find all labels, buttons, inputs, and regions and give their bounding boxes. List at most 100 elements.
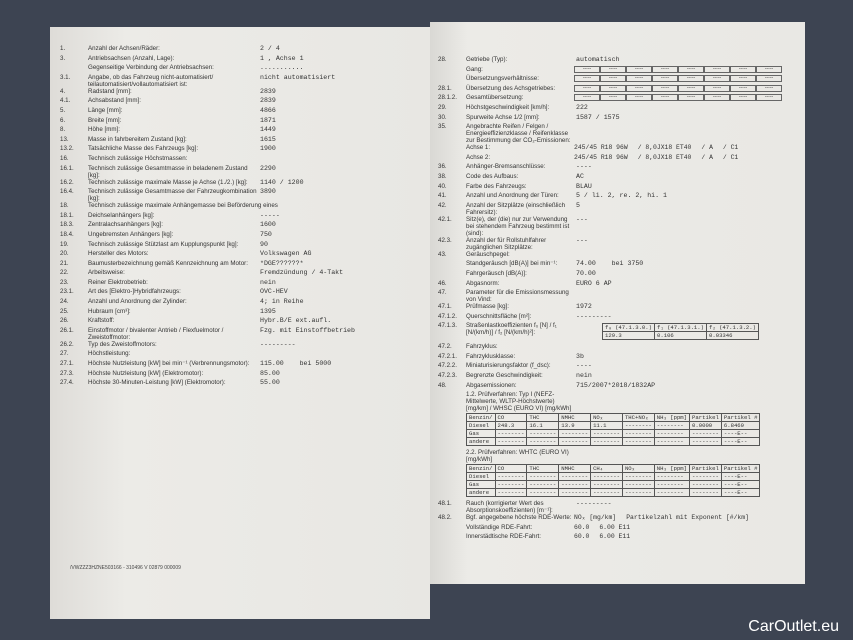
field-number: 20. bbox=[60, 250, 69, 258]
field-row: 3.1. Angabe, ob das Fahrzeug nicht-automa… bbox=[60, 74, 420, 88]
field-number: 48.2. bbox=[438, 514, 452, 522]
cell: -------- bbox=[590, 429, 623, 439]
field-label: Baumusterbezeichnung gemäß Kennzeichnung… bbox=[88, 259, 248, 267]
cell: 0.03346 bbox=[706, 331, 759, 341]
field-number: 26.2. bbox=[60, 340, 74, 348]
header-cell: f₁ (47.1.3.1.) bbox=[654, 323, 707, 333]
field-label: Achse 2: bbox=[466, 153, 491, 161]
field-label: Spurweite Achse 1/2 [mm]: bbox=[466, 113, 540, 121]
field-label: Geräuschpegel: bbox=[466, 250, 510, 258]
field-label: Rauch (korrigierter Wert des Absorptions… bbox=[466, 500, 553, 515]
field-number: 22. bbox=[60, 269, 69, 277]
cell: -------- bbox=[653, 421, 691, 431]
field-value: 3890 bbox=[260, 188, 276, 196]
cell: ----E-- bbox=[720, 437, 761, 447]
table-row: Diesel -------- -------- -------- -------- --… bbox=[466, 472, 761, 482]
field-row: 23.1. Art des [Elektro-]Hybridfahrzeugs: O… bbox=[60, 288, 420, 298]
header-cell: Partikel # bbox=[720, 413, 761, 423]
field-row: 25. Hubraum [cm³]: 1395 bbox=[60, 308, 420, 318]
cell: -------- bbox=[494, 472, 528, 482]
header-cell: CH₄ bbox=[590, 464, 623, 474]
field-row: 35. Angebrachte Reifen / Felgen / Energie… bbox=[438, 123, 798, 144]
field-number: 47. bbox=[438, 289, 447, 297]
field-number: 18.1. bbox=[60, 211, 74, 219]
field-row: Gang: ----- ----- ----- ----- ----- ----- -----… bbox=[438, 65, 798, 76]
cell: -------- bbox=[621, 472, 655, 482]
field-number: 8. bbox=[60, 126, 66, 134]
field-value: 245/45 R18 96W bbox=[574, 153, 628, 161]
field-row: 8. Höhe [mm]: 1449 bbox=[60, 126, 420, 136]
field-number: 25. bbox=[60, 307, 69, 315]
field-value: --------- bbox=[260, 340, 296, 348]
cell: -------- bbox=[558, 429, 592, 439]
field-row: 47.1.3. Straßenlastkoeffizienten f₀ [N] /… bbox=[438, 322, 798, 343]
field-number: 19. bbox=[60, 240, 69, 248]
field-value: 5 / li. 2, re. 2, hi. 1 bbox=[576, 192, 668, 200]
cell: -------- bbox=[526, 480, 560, 490]
field-row: 27.1. Höchste Nutzleistung [kW] bei min⁻¹… bbox=[60, 360, 420, 370]
field-value: 4; in Reihe bbox=[260, 298, 304, 306]
field-value: --------- bbox=[576, 500, 612, 508]
field-row: Benzin/CO THC NMHC CH₄ NOₓ NH₃ [ppm] Partikel P… bbox=[438, 464, 798, 498]
field-row: 42.3. Anzahl der für Rollstuhlfahrer zugä… bbox=[438, 237, 798, 251]
cell: -------- bbox=[689, 472, 722, 482]
field-number: 4.1. bbox=[60, 97, 71, 105]
cell: -------- bbox=[653, 429, 691, 439]
field-row: Achse 2: 245/45 R18 96W / 8,0JX18 ET40 / A /… bbox=[438, 154, 798, 164]
cell: -------- bbox=[558, 488, 592, 498]
field-row: 16.2. Technisch zulässige maximale Masse … bbox=[60, 179, 420, 189]
gear-cell: ----- bbox=[600, 94, 626, 102]
field-number: 30. bbox=[438, 113, 447, 121]
gear-cell: ----- bbox=[652, 65, 678, 73]
field-row: 28. Getriebe (Typ): automatisch bbox=[438, 56, 798, 66]
field-label: Anzahl und Anordnung der Zylinder: bbox=[88, 298, 187, 306]
cell: 13.9 bbox=[558, 421, 592, 431]
field-row: Benzin/CO THC NMHC NOₓ THC+NOₓ NH₃ [ppm] Parti… bbox=[438, 413, 798, 447]
field-value: / C1 bbox=[722, 153, 739, 161]
field-number: 28.1.2. bbox=[438, 94, 457, 102]
field-number: 16.2. bbox=[60, 178, 74, 186]
table-row: Gas -------- -------- -------- -------- -----… bbox=[466, 429, 761, 439]
gear-cell: ----- bbox=[626, 84, 652, 92]
field-value: 2 / 4 bbox=[260, 45, 280, 52]
field-number: 47.2.2. bbox=[438, 362, 457, 370]
header-cell: NOₓ bbox=[621, 464, 655, 474]
cell: -------- bbox=[590, 472, 623, 482]
cell: -------- bbox=[590, 488, 623, 498]
gear-cell: ----- bbox=[626, 75, 652, 83]
gear-cell: ----- bbox=[678, 84, 704, 92]
field-label: Kraftstoff: bbox=[88, 317, 115, 325]
field-row: 41. Anzahl und Anordnung der Türen: 5 / li… bbox=[438, 192, 798, 202]
header-cell: Partikel # bbox=[720, 464, 761, 474]
field-value: 5 bbox=[576, 201, 580, 209]
header-cell: f₂ (47.1.3.2.) bbox=[706, 323, 759, 333]
field-label: Farbe des Fahrzeugs: bbox=[466, 182, 527, 190]
field-row: 36. Anhänger-Bremsanschlüsse: ---- bbox=[438, 163, 798, 173]
field-row: 28.1. Übersetzung des Achsgetriebes: -----… bbox=[438, 84, 798, 95]
field-number: 3. bbox=[60, 54, 66, 62]
field-label: Technisch zulässige Stützlast am Kupplun… bbox=[88, 240, 239, 248]
field-label: Antriebsachsen (Anzahl, Lage): bbox=[88, 54, 175, 62]
header-cell: NH₃ [ppm] bbox=[653, 464, 691, 474]
field-label: Angebrachte Reifen / Felgen / Energieeff… bbox=[466, 123, 571, 145]
header-cell: Partikel bbox=[689, 464, 722, 474]
field-label: Technisch zulässige maximale Anhängemass… bbox=[88, 202, 278, 210]
gear-cell: ----- bbox=[704, 75, 730, 83]
cell: andere bbox=[466, 437, 496, 447]
cell: 248.3 bbox=[494, 421, 528, 431]
field-number: 27. bbox=[60, 350, 69, 358]
cell: 6.8469 bbox=[720, 421, 761, 431]
field-label: Technisch zulässige maximale Masse je Ac… bbox=[88, 178, 248, 186]
gear-cell: ----- bbox=[730, 65, 756, 73]
field-number: 42.3. bbox=[438, 236, 452, 244]
gear-cells: ----- ----- ----- ----- ----- ----- ----- ----- bbox=[574, 65, 782, 73]
field-label: Code des Aufbaus: bbox=[466, 172, 519, 180]
field-value: ---- bbox=[576, 362, 592, 370]
field-number: 13.2. bbox=[60, 145, 74, 153]
cell: Gas bbox=[466, 480, 496, 490]
header-cell: f₀ (47.1.3.0.) bbox=[602, 323, 655, 333]
field-value: / A bbox=[701, 144, 713, 152]
field-row: 24. Anzahl und Anordnung der Zylinder: 4; … bbox=[60, 298, 420, 308]
cell: -------- bbox=[494, 437, 528, 447]
